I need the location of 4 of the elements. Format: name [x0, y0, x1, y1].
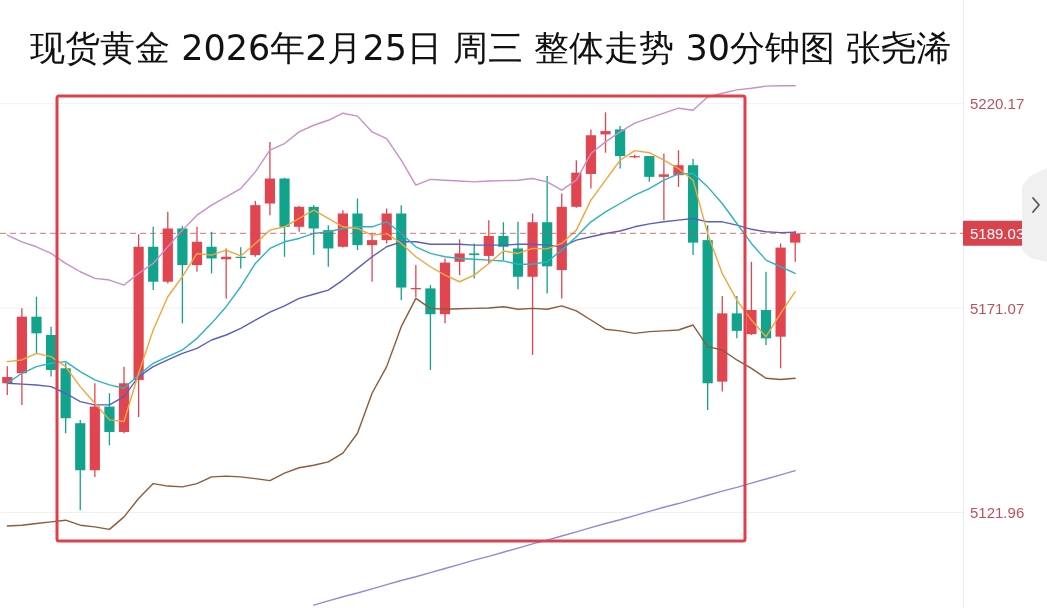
- y-tick-label: 5121.96: [970, 503, 1025, 521]
- y-tick-label: 5171.07: [970, 299, 1025, 317]
- y-tick-label: 5220.17: [970, 95, 1025, 113]
- title: 现货黄金 2026年2月25日 周三 整体走势 30分钟图 张尧浠: [30, 28, 952, 68]
